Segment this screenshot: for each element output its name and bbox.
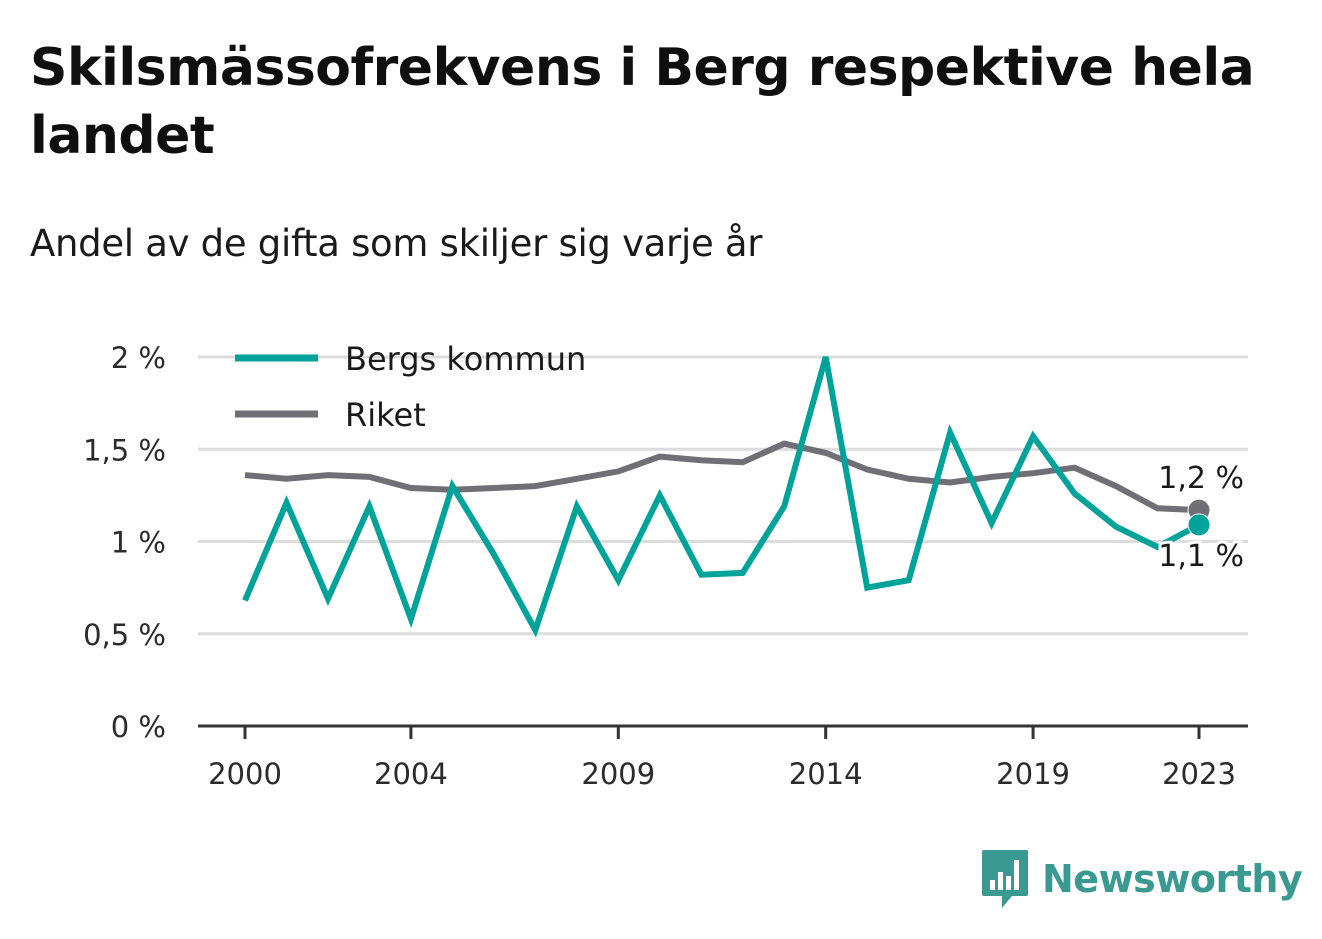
x-tick-label: 2004 <box>374 757 448 791</box>
bar-chart-bubble-icon <box>982 850 1028 908</box>
brand-logo: Newsworthy <box>980 848 1303 910</box>
series-line-riket <box>244 440 1200 514</box>
chart-title: Skilsmässofrekvens i Berg respektive hel… <box>30 38 1255 166</box>
end-label-riket: 1,2 % <box>1158 461 1244 496</box>
legend-label-riket: Riket <box>345 396 426 434</box>
end-markers: 1,1 % 1,2 % <box>1155 458 1247 577</box>
x-tick-label: 2019 <box>996 757 1070 791</box>
y-tick-label: 0,5 % <box>83 618 166 652</box>
x-tick-label: 2009 <box>581 757 655 791</box>
x-tick-label: 2000 <box>208 757 282 791</box>
y-tick-label: 2 % <box>111 341 166 375</box>
brand-name: Newsworthy <box>1042 857 1303 901</box>
end-point-bergs-kommun <box>1187 513 1211 537</box>
grid-lines <box>198 355 1248 636</box>
y-tick-label: 0 % <box>111 710 166 744</box>
x-tick-label: 2014 <box>789 757 863 791</box>
x-tick-label: 2023 <box>1162 757 1236 791</box>
series-lines <box>242 356 1201 638</box>
end-label-bergs-kommun: 1,1 % <box>1158 539 1244 574</box>
y-axis-ticks: 0 % 0,5 % 1 % 1,5 % 2 % <box>83 341 166 744</box>
x-axis-ticks: 2000 2004 2009 2014 2019 2023 <box>208 726 1236 791</box>
series-line-bergs-kommun <box>242 356 1201 638</box>
y-tick-label: 1,5 % <box>83 433 166 467</box>
legend: Bergs kommun Riket <box>235 340 586 434</box>
y-tick-label: 1 % <box>111 526 166 560</box>
chart-subtitle: Andel av de gifta som skiljer sig varje … <box>30 222 763 265</box>
legend-label-bergs-kommun: Bergs kommun <box>345 340 586 378</box>
